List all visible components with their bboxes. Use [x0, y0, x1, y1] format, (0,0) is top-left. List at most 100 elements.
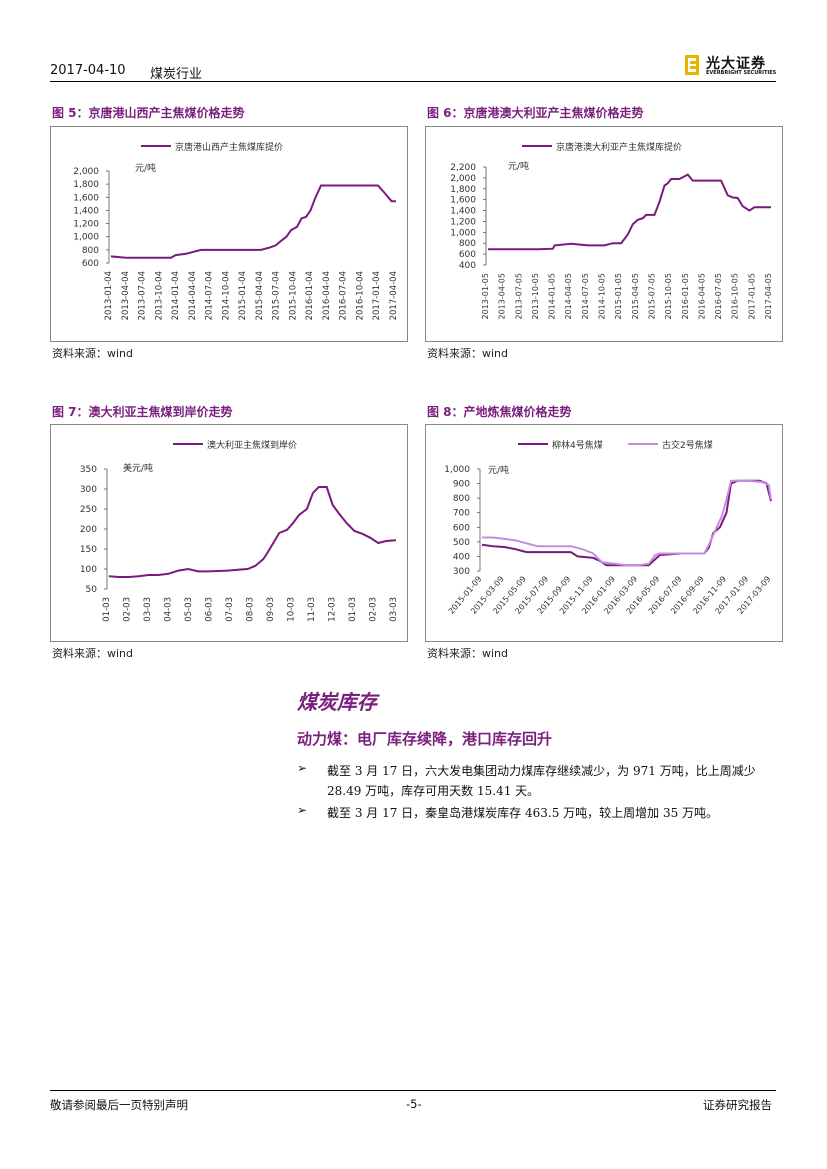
y-tick-label: 1,000: [450, 228, 476, 238]
list-item: ➢ 截至 3 月 17 日，秦皇岛港煤炭库存 463.5 万吨，较上周增加 35…: [297, 803, 777, 823]
x-tick-label: 06-03: [205, 597, 215, 622]
header-date: 2017-04-10: [50, 63, 126, 78]
unit-label: 元/吨: [135, 162, 156, 174]
section-subtitle: 动力煤：电厂库存续降，港口库存回升: [297, 730, 553, 748]
header-rule: [50, 81, 776, 82]
logo-text: 光大证券: [706, 56, 766, 72]
legend-label: 京唐港山西产主焦煤库提价: [175, 141, 283, 153]
y-tick-label: 800: [453, 494, 470, 504]
y-tick-label: 1,400: [450, 207, 476, 217]
y-tick-label: 1,600: [73, 193, 99, 203]
footer-report-type: 证券研究报告: [703, 1098, 772, 1112]
y-tick-label: 1,000: [73, 233, 99, 243]
y-tick-label: 250: [80, 505, 97, 515]
y-tick-label: 900: [453, 480, 470, 490]
arrow-bullet-icon: ➢: [297, 803, 308, 817]
y-tick-label: 100: [80, 565, 97, 575]
figure-8-title: 图 8：产地炼焦煤价格走势: [427, 405, 572, 419]
y-tick-label: 2,200: [450, 163, 476, 173]
x-tick-label: 04-03: [164, 597, 174, 622]
y-tick-label: 800: [459, 239, 476, 249]
x-tick-label: 2017-04-05: [764, 273, 773, 320]
y-tick-label: 600: [453, 523, 470, 533]
y-tick-label: 1,200: [450, 217, 476, 227]
x-tick-label: 2017-04-04: [389, 271, 399, 320]
x-tick-label: 01-03: [348, 597, 358, 622]
list-item: ➢ 截至 3 月 17 日，六大发电集团动力煤库存继续减少，为 971 万吨，比…: [297, 761, 777, 801]
x-tick-label: 2015-01-05: [614, 273, 623, 320]
figure-6-source: 资料来源：wind: [427, 347, 509, 360]
x-tick-label: 2013-04-04: [121, 271, 131, 320]
x-tick-label: 2013-07-04: [138, 271, 148, 320]
series-line-1: [108, 486, 397, 578]
logo-subtext: EVERBRIGHT SECURITIES: [706, 70, 777, 76]
x-tick-label: 2016-10-05: [731, 273, 740, 320]
figure-5-source: 资料来源：wind: [52, 347, 134, 360]
x-tick-label: 2017-01-05: [747, 273, 756, 320]
y-tick-label: 1,600: [450, 196, 476, 206]
arrow-bullet-icon: ➢: [297, 761, 308, 775]
x-tick-label: 09-03: [266, 597, 276, 622]
y-tick-label: 600: [82, 259, 99, 269]
x-tick-label: 2015-07-05: [647, 273, 656, 320]
x-tick-label: 2013-10-05: [531, 273, 540, 320]
chart-6-frame: 京唐港澳大利亚产主焦煤库提价 元/吨 2,200 2,000 1,800 1,600 1,4…: [425, 126, 783, 342]
x-tick-label: 2013-04-05: [498, 273, 507, 320]
x-tick-label: 03-03: [143, 597, 153, 622]
x-tick-label: 2016-07-05: [714, 273, 723, 320]
figure-8-source: 资料来源：wind: [427, 647, 509, 660]
header-industry: 煤炭行业: [150, 67, 203, 82]
x-tick-label: 2016-07-04: [339, 271, 349, 320]
series-line-1: [110, 184, 396, 259]
x-tick-label: 2016-04-05: [697, 273, 706, 320]
x-tick-label: 01-03: [102, 597, 112, 622]
x-tick-label: 2015-04-05: [631, 273, 640, 320]
chart-8-frame: 柳林4号焦煤 古交2号焦煤 元/吨 1,000 900 800 700 600 500 400 30…: [425, 424, 783, 642]
y-tick-label: 2,000: [450, 174, 476, 184]
x-tick-label: 2015-10-04: [288, 271, 298, 320]
x-tick-label: 2014-01-04: [171, 271, 181, 320]
x-tick-label: 2013-01-05: [481, 273, 490, 320]
x-tick-label: 02-03: [123, 597, 133, 622]
bullet-list: ➢ 截至 3 月 17 日，六大发电集团动力煤库存继续减少，为 971 万吨，比…: [297, 761, 777, 823]
legend-label: 京唐港澳大利亚产主焦煤库提价: [556, 141, 682, 153]
legend-label: 澳大利亚主焦煤到岸价: [207, 439, 297, 451]
y-tick-label: 2,000: [73, 167, 99, 177]
x-tick-label: 2016-01-04: [305, 271, 315, 320]
x-tick-label: 2013-01-04: [104, 271, 114, 320]
page-number: -5-: [406, 1097, 422, 1111]
footer-disclaimer: 敬请参阅最后一页特别声明: [50, 1098, 188, 1112]
x-tick-label: 07-03: [225, 597, 235, 622]
figure-7-source: 资料来源：wind: [52, 647, 134, 660]
legend-label: 柳林4号焦煤: [552, 439, 603, 451]
y-tick-label: 1,200: [73, 220, 99, 230]
x-tick-label: 2014-04-05: [564, 273, 573, 320]
x-tick-label: 2014-10-04: [221, 271, 231, 320]
y-tick-label: 1,800: [73, 180, 99, 190]
x-tick-label: 2014-07-05: [581, 273, 590, 320]
x-tick-label: 08-03: [246, 597, 256, 622]
x-tick-label: 03-03: [389, 597, 399, 622]
footer-rule: [50, 1090, 776, 1091]
section-title: 煤炭库存: [297, 690, 377, 714]
x-tick-label: 12-03: [328, 597, 338, 622]
chart-5-frame: 京唐港山西产主焦煤库提价 元/吨 2,000 1,800 1,600 1,400 1,200…: [50, 126, 408, 342]
x-tick-label: 2015-01-04: [238, 271, 248, 320]
bullet-text-1: 截至 3 月 17 日，六大发电集团动力煤库存继续减少，为 971 万吨，比上周…: [327, 764, 756, 798]
bullet-text-2: 截至 3 月 17 日，秦皇岛港煤炭库存 463.5 万吨，较上周增加 35 万…: [327, 806, 719, 820]
y-tick-label: 1,800: [450, 185, 476, 195]
logo-icon: [685, 55, 699, 75]
unit-label: 美元/吨: [123, 462, 153, 474]
x-tick-label: 02-03: [369, 597, 379, 622]
x-tick-label: 2014-01-05: [548, 273, 557, 320]
y-tick-label: 800: [82, 246, 99, 256]
y-tick-label: 200: [80, 525, 97, 535]
figure-5-title: 图 5：京唐港山西产主焦煤价格走势: [52, 106, 245, 120]
y-tick-label: 150: [80, 545, 97, 555]
x-tick-label: 2014-10-05: [598, 273, 607, 320]
series-line-1: [488, 173, 771, 251]
